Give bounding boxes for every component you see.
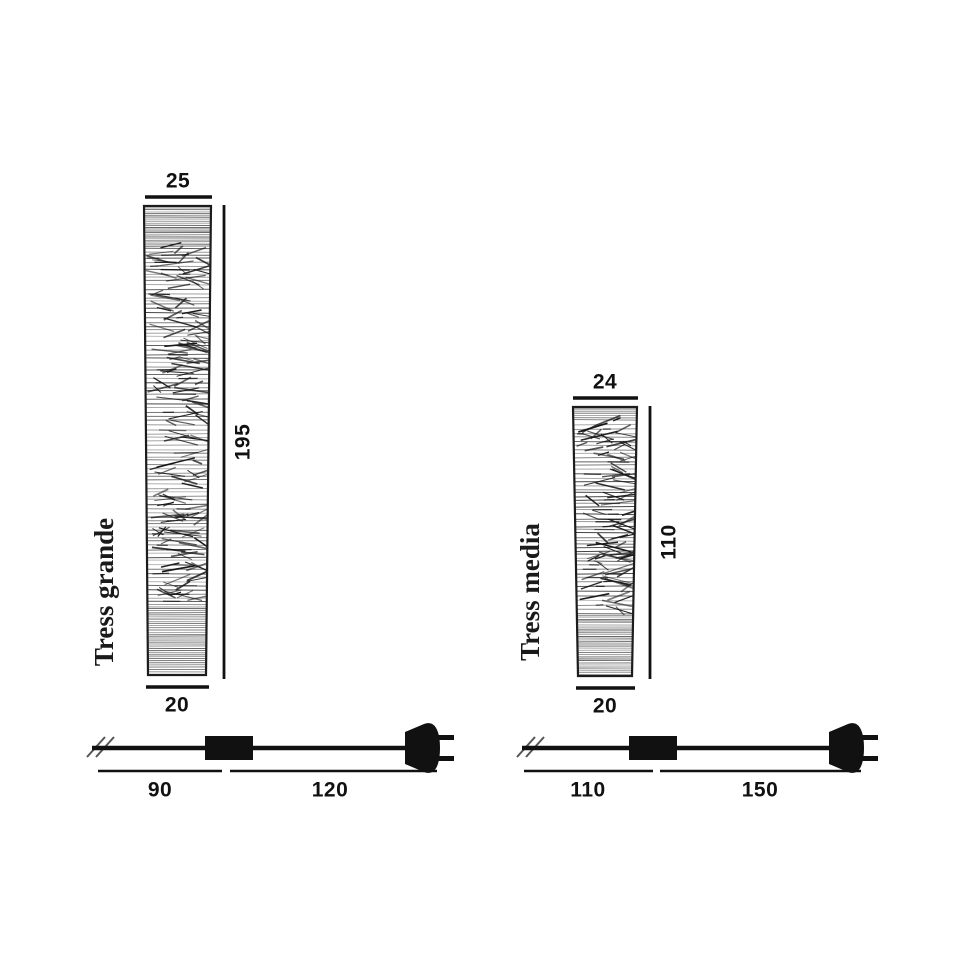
lamp-weave-texture-grande (144, 207, 211, 673)
power-plug-icon-media (829, 723, 878, 773)
dim-height-media: 110 (658, 524, 681, 559)
lamp-body-media (571, 405, 639, 678)
cord-assembly-media: 110 150 (516, 723, 878, 802)
cord-assembly-grande: 90 120 (86, 723, 454, 802)
lamp-body-outline-media (571, 405, 639, 678)
dim-top-width-grande: 25 (166, 170, 190, 193)
product-group-tress-media: 24 110 20 Tress media (515, 371, 878, 802)
lamp-weave-texture-media (574, 408, 636, 675)
dim-height-grande: 195 (232, 424, 255, 461)
power-plug-icon-grande (405, 723, 454, 773)
product-group-tress-grande: 25 195 20 Tress grande (86, 170, 454, 802)
dim-cord-b-media: 150 (742, 779, 779, 802)
transformer-box-icon-media (629, 736, 677, 760)
dim-bottom-width-media: 20 (593, 695, 617, 718)
lamp-body-fill-grande (144, 206, 211, 675)
dim-bottom-width-grande: 20 (165, 694, 189, 717)
lamp-body-outline-grande (142, 204, 213, 677)
product-name-grande: Tress grande (89, 518, 119, 666)
transformer-box-icon-grande (205, 736, 253, 760)
lamp-body-grande (142, 204, 213, 677)
product-name-media: Tress media (515, 523, 545, 661)
dim-cord-a-grande: 90 (148, 779, 172, 802)
dim-top-width-media: 24 (593, 371, 617, 394)
dim-cord-b-grande: 120 (312, 779, 349, 802)
dim-cord-a-media: 110 (570, 779, 605, 802)
